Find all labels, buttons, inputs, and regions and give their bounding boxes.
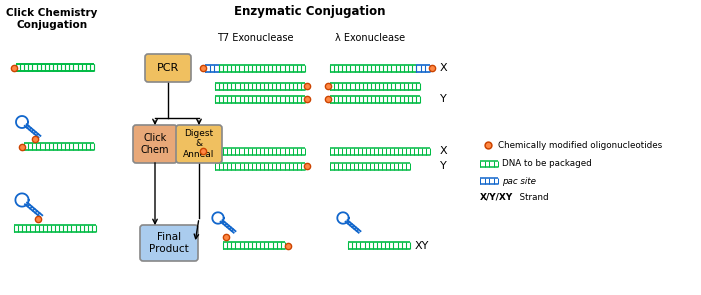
Text: Y: Y [440, 161, 447, 171]
Text: DNA to be packaged: DNA to be packaged [502, 160, 592, 168]
Text: X: X [440, 146, 448, 156]
Text: Click
Chem: Click Chem [141, 133, 169, 155]
Text: Y: Y [440, 94, 447, 104]
Text: PCR: PCR [157, 63, 179, 73]
Text: pac site: pac site [502, 176, 536, 186]
Text: λ Exonuclease: λ Exonuclease [335, 33, 405, 43]
Text: X: X [440, 63, 448, 73]
Text: Digest
&
Anneal: Digest & Anneal [184, 129, 215, 159]
Text: Enzymatic Conjugation: Enzymatic Conjugation [234, 5, 386, 18]
FancyBboxPatch shape [145, 54, 191, 82]
Text: Click Chemistry
Conjugation: Click Chemistry Conjugation [6, 8, 97, 30]
FancyBboxPatch shape [133, 125, 177, 163]
FancyBboxPatch shape [140, 225, 198, 261]
Text: XY: XY [415, 241, 430, 251]
Text: Strand: Strand [514, 193, 549, 201]
Text: Final
Product: Final Product [149, 232, 189, 254]
FancyBboxPatch shape [176, 125, 222, 163]
Text: X/Y/XY: X/Y/XY [480, 193, 513, 201]
Text: T7 Exonuclease: T7 Exonuclease [217, 33, 293, 43]
Text: Chemically modified oligonucleotides: Chemically modified oligonucleotides [498, 140, 662, 150]
